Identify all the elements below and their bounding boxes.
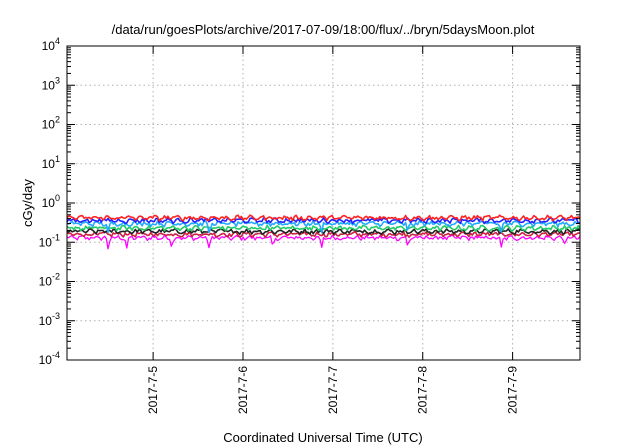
- y-tick-label: 10-4: [39, 350, 60, 367]
- x-tick-label: 2017-7-8: [416, 366, 430, 414]
- x-tick-label: 2017-7-6: [236, 366, 250, 414]
- chart-title: /data/run/goesPlots/archive/2017-07-09/1…: [112, 22, 535, 37]
- y-tick-label: 100: [42, 193, 60, 210]
- series-line: [66, 224, 581, 232]
- x-tick-label: 2017-7-9: [506, 366, 520, 414]
- tick-labels: 104 103 102 101 100 10-1 10-2 10-3 10-4 2017-7-5 2…: [39, 36, 520, 414]
- series-line: [66, 228, 581, 236]
- grid: [67, 46, 580, 360]
- series-line: [66, 234, 581, 250]
- y-tick-label: 10-2: [39, 272, 60, 289]
- series-line: [66, 214, 581, 222]
- x-tick-label: 2017-7-5: [146, 366, 160, 414]
- ticks: [67, 45, 580, 361]
- series-line: [66, 217, 580, 225]
- y-tick-label: 102: [42, 115, 60, 132]
- series-group: [66, 214, 581, 250]
- y-tick-label: 104: [42, 36, 60, 53]
- y-tick-label: 10-3: [39, 311, 60, 328]
- x-tick-label: 2017-7-7: [326, 366, 340, 414]
- y-tick-label: 10-1: [39, 232, 60, 249]
- y-tick-label: 101: [42, 154, 60, 171]
- x-axis-title: Coordinated Universal Time (UTC): [223, 430, 422, 445]
- y-axis-title: cGy/day: [20, 179, 35, 227]
- y-tick-label: 103: [42, 75, 60, 92]
